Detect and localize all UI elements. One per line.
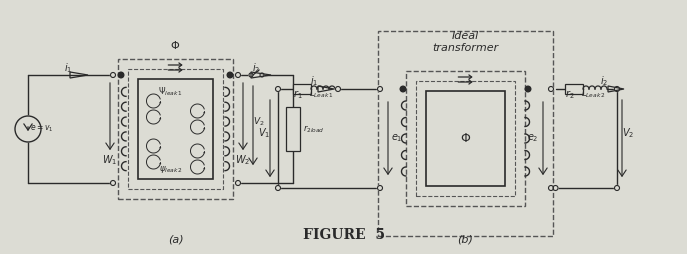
Text: $e=v_1$: $e=v_1$ [30, 124, 54, 135]
Text: $i_2$: $i_2$ [252, 61, 260, 75]
Bar [406, 71, 525, 206]
Circle shape [249, 73, 253, 77]
Circle shape [111, 181, 115, 185]
Circle shape [118, 72, 124, 78]
Bar [378, 31, 553, 236]
Circle shape [614, 87, 620, 91]
Text: $L_{Leak\,2}$: $L_{Leak\,2}$ [581, 88, 605, 101]
Text: (a): (a) [168, 234, 183, 244]
Text: $\Phi$: $\Phi$ [460, 132, 471, 145]
Text: $\psi_{leak\,2}$: $\psi_{leak\,2}$ [159, 164, 183, 175]
Circle shape [377, 87, 383, 91]
Text: $\Psi_{leak\,1}$: $\Psi_{leak\,1}$ [158, 85, 183, 98]
Text: $e_2$: $e_2$ [528, 133, 539, 145]
Circle shape [401, 86, 406, 92]
Text: $W_1$: $W_1$ [102, 153, 117, 167]
Text: transformer: transformer [432, 43, 499, 53]
Text: $i_1$: $i_1$ [310, 74, 318, 88]
Text: $r_{2load}$: $r_{2load}$ [303, 123, 325, 135]
Text: $L_{Leak\,1}$: $L_{Leak\,1}$ [308, 88, 333, 101]
Circle shape [111, 72, 115, 77]
Bar [426, 91, 505, 186]
Text: $V_2$: $V_2$ [253, 115, 264, 128]
Circle shape [275, 87, 280, 91]
Bar [286, 107, 300, 151]
Circle shape [553, 185, 558, 190]
Bar [118, 59, 233, 199]
Circle shape [548, 185, 554, 190]
Text: $i_1$: $i_1$ [64, 61, 72, 75]
Text: $i_2$: $i_2$ [600, 74, 608, 88]
Text: $V_2$: $V_2$ [622, 126, 634, 140]
Circle shape [260, 73, 264, 77]
Circle shape [236, 72, 240, 77]
Circle shape [525, 86, 531, 92]
Text: $V_1$: $V_1$ [258, 126, 270, 140]
Text: FIGURE  5: FIGURE 5 [303, 228, 385, 242]
Text: Ideal: Ideal [452, 31, 479, 41]
Bar [293, 84, 311, 94]
Bar [416, 81, 515, 196]
Text: $W_2$: $W_2$ [236, 153, 251, 167]
Circle shape [227, 72, 233, 78]
Text: $r_2$: $r_2$ [565, 88, 575, 101]
Circle shape [548, 87, 554, 91]
Circle shape [275, 185, 280, 190]
Text: $r_1$: $r_1$ [293, 88, 303, 101]
Text: $\Phi$: $\Phi$ [170, 39, 181, 51]
Bar [565, 84, 583, 94]
Circle shape [236, 181, 240, 185]
Text: $e_1$: $e_1$ [391, 133, 403, 145]
Circle shape [377, 185, 383, 190]
Text: (b): (b) [458, 234, 473, 244]
Circle shape [15, 116, 41, 142]
Bar [138, 79, 213, 179]
Circle shape [614, 185, 620, 190]
Circle shape [335, 87, 341, 91]
Bar [128, 69, 223, 189]
